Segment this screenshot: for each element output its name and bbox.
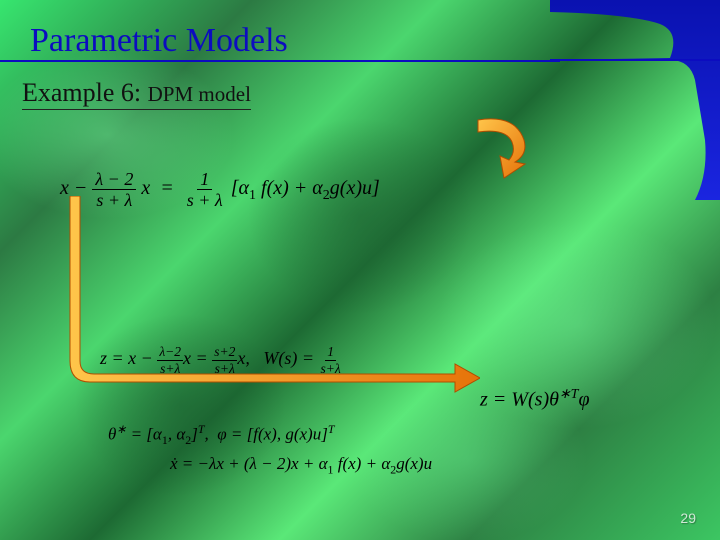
subtitle-small: DPM model xyxy=(148,82,251,106)
equation-z-theta-phi: z = W(s)θ∗Tφ xyxy=(480,386,590,412)
corner-flourish xyxy=(550,0,720,200)
equation-theta-phi-defs: θ∗ = [α1, α2]T, φ = [f(x), g(x)u]T xyxy=(108,422,334,448)
page-title: Parametric Models xyxy=(30,22,288,60)
curved-arrow-icon xyxy=(460,112,540,182)
example-subtitle: Example 6: DPM model xyxy=(22,78,251,108)
equation-xdot: ẋ = −λx + (λ − 2)x + α1 f(x) + α2g(x)u xyxy=(170,454,432,477)
subtitle-main: Example 6: xyxy=(22,78,148,107)
page-number: 29 xyxy=(680,510,696,526)
equation-z-definition: z = x − λ−2s+λx = s+2s+λx, W(s) = 1s+λ xyxy=(100,345,343,375)
title-underline xyxy=(0,60,560,62)
